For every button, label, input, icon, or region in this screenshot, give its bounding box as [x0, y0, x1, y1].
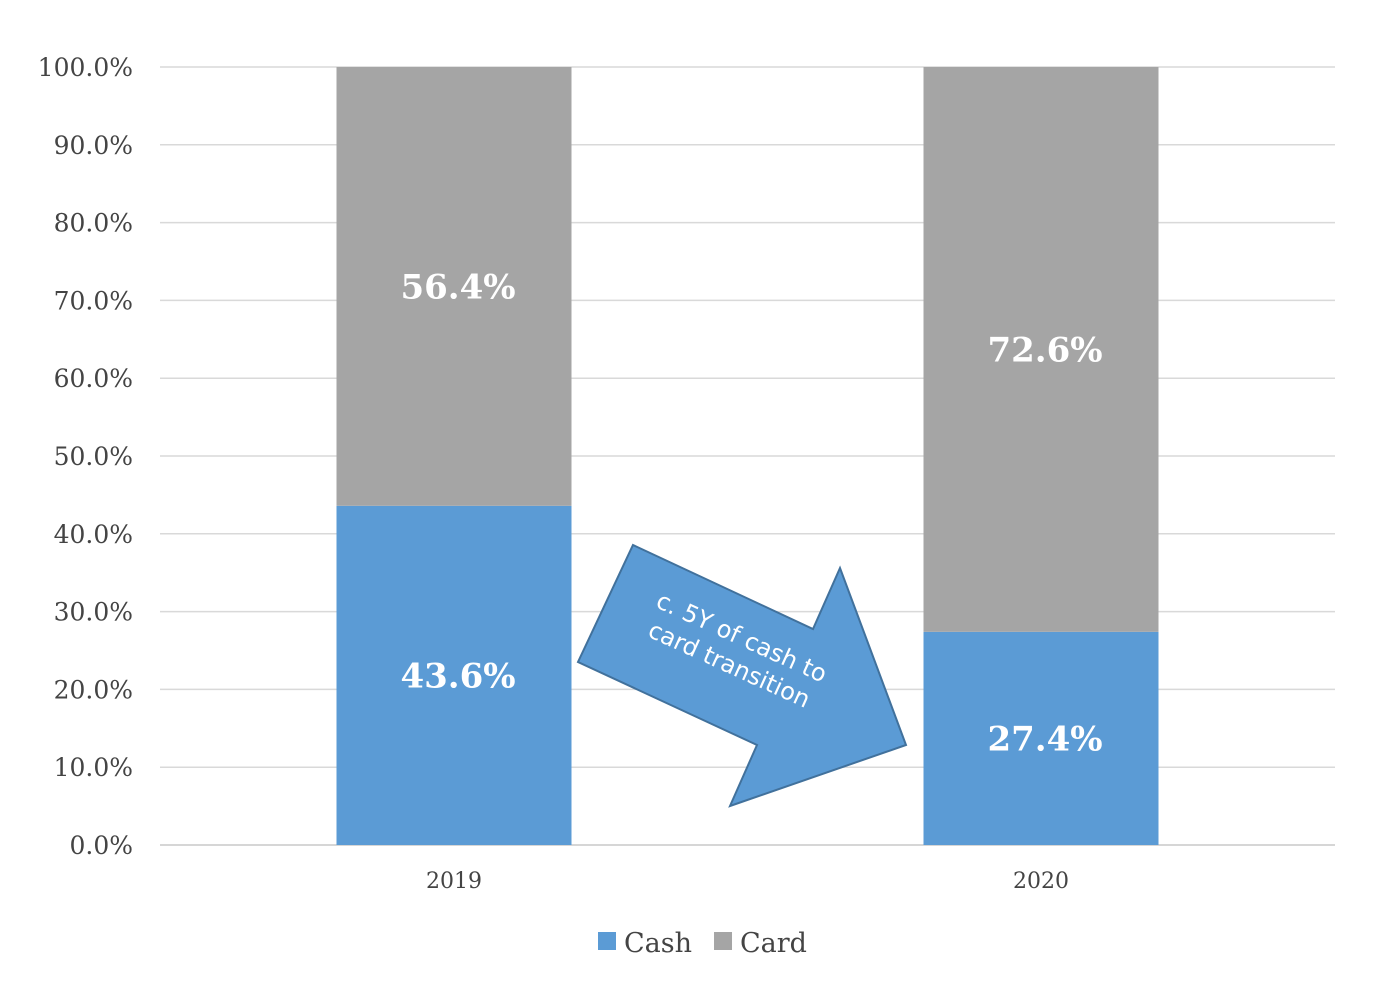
y-tick-label: 30.0% [54, 598, 133, 627]
x-axis: 2019 2020 [426, 869, 1069, 894]
y-tick-label: 70.0% [54, 286, 133, 315]
data-label: 27.4% [987, 719, 1102, 759]
legend-label-card: Card [740, 928, 807, 959]
y-tick-label: 60.0% [54, 364, 133, 393]
legend-swatch-card [714, 932, 733, 950]
y-tick-label: 80.0% [54, 209, 133, 238]
legend: Cash Card [598, 928, 807, 959]
data-label: 72.6% [987, 330, 1102, 370]
bar-segment-card-2019 [336, 67, 572, 506]
y-tick-label: 40.0% [54, 520, 133, 549]
y-tick-label: 100.0% [38, 53, 133, 82]
y-tick-label: 0.0% [69, 831, 133, 860]
legend-swatch-cash [598, 932, 616, 950]
bar-segment-cash-2019 [336, 505, 572, 845]
data-label: 43.6% [400, 656, 515, 696]
bar-segment-cash-2020 [923, 631, 1159, 845]
y-tick-label: 50.0% [54, 442, 133, 471]
y-tick-label: 10.0% [54, 753, 133, 782]
y-axis-tick-labels: 0.0% 10.0% 20.0% 30.0% 40.0% 50.0% 60.0% 70.0% 8… [38, 53, 133, 860]
x-tick-label: 2019 [426, 869, 482, 894]
bar-segment-card-2020 [923, 67, 1159, 632]
y-tick-label: 20.0% [54, 675, 133, 704]
data-label: 56.4% [400, 267, 515, 307]
y-tick-label: 90.0% [54, 131, 133, 160]
annotation-arrow [576, 543, 908, 808]
bars: 43.6% 56.4% 27.4% 72.6% [336, 67, 1159, 845]
legend-label-cash: Cash [624, 928, 692, 959]
x-tick-label: 2020 [1013, 869, 1069, 894]
